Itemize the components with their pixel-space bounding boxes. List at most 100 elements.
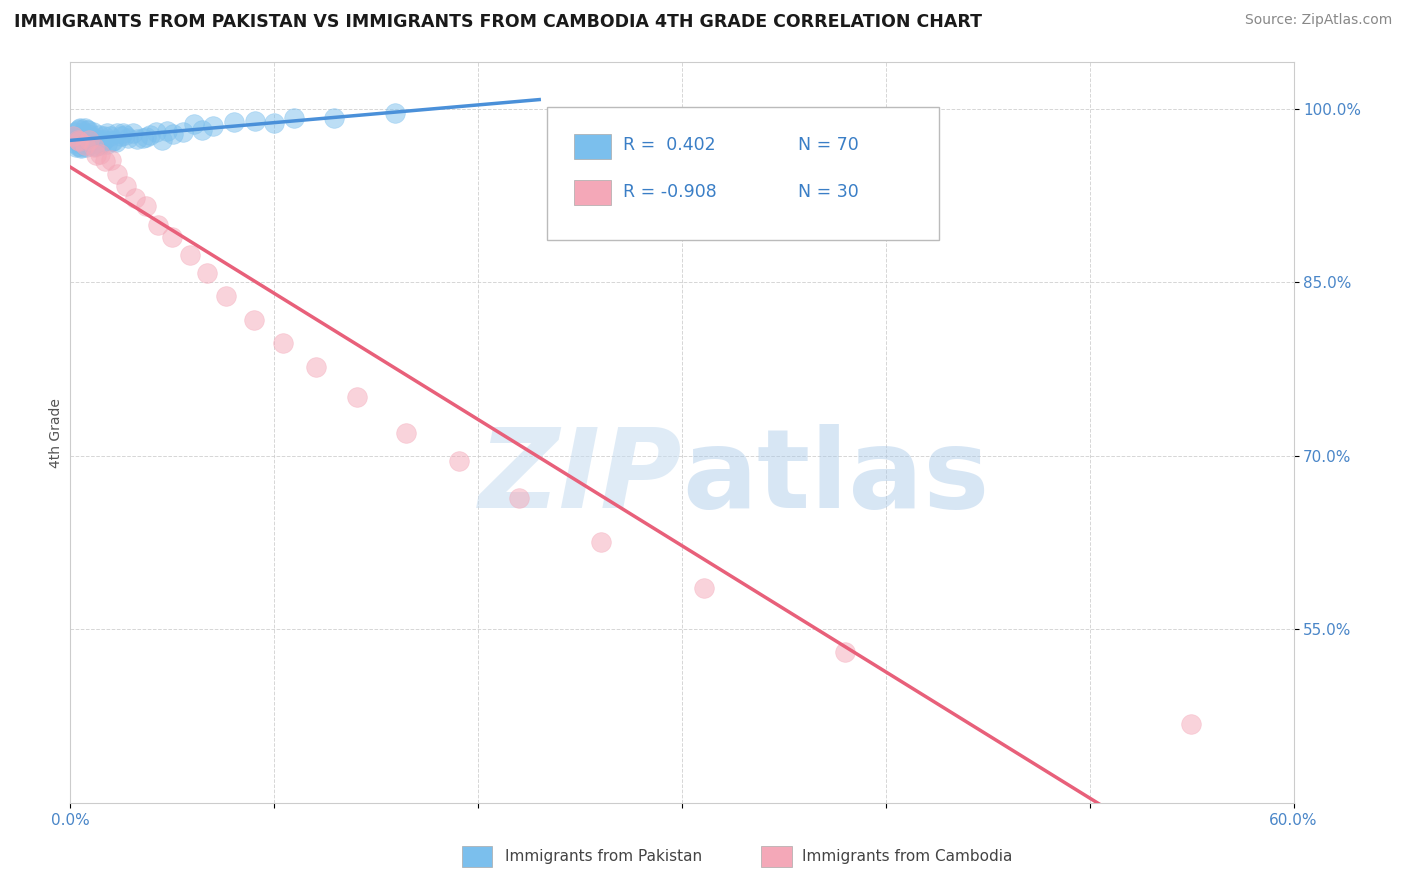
Point — [89, 147, 111, 161]
Point — [66, 132, 89, 146]
Point — [263, 116, 285, 130]
Point — [72, 130, 94, 145]
Point — [80, 131, 103, 145]
Point — [145, 125, 167, 139]
Point — [76, 123, 98, 137]
Point — [94, 154, 117, 169]
Point — [101, 134, 124, 148]
Text: Source: ZipAtlas.com: Source: ZipAtlas.com — [1244, 13, 1392, 28]
Text: IMMIGRANTS FROM PAKISTAN VS IMMIGRANTS FROM CAMBODIA 4TH GRADE CORRELATION CHART: IMMIGRANTS FROM PAKISTAN VS IMMIGRANTS F… — [14, 13, 981, 31]
Point — [111, 126, 134, 140]
Point — [346, 391, 368, 405]
Point — [105, 126, 128, 140]
Point — [395, 426, 418, 441]
Point — [70, 140, 93, 154]
Point — [87, 128, 110, 142]
Point — [77, 123, 100, 137]
Point — [67, 134, 90, 148]
Point — [69, 141, 91, 155]
Text: Immigrants from Pakistan: Immigrants from Pakistan — [505, 849, 702, 864]
Point — [65, 140, 87, 154]
Point — [124, 191, 146, 205]
Point — [104, 135, 127, 149]
Point — [84, 148, 107, 162]
Point — [73, 137, 96, 152]
Text: Immigrants from Cambodia: Immigrants from Cambodia — [801, 849, 1012, 864]
Point — [834, 645, 856, 659]
Point — [215, 289, 238, 303]
Point — [243, 313, 266, 327]
Text: R = -0.908: R = -0.908 — [623, 183, 717, 201]
Point — [83, 131, 105, 145]
Point — [135, 130, 157, 145]
Point — [100, 153, 122, 168]
Point — [73, 137, 96, 152]
Point — [98, 128, 121, 143]
Point — [69, 132, 91, 146]
Point — [121, 127, 143, 141]
Point — [96, 126, 118, 140]
Point — [63, 125, 86, 139]
Point — [447, 454, 470, 468]
Y-axis label: 4th Grade: 4th Grade — [49, 398, 63, 467]
Point — [93, 128, 115, 143]
Point — [693, 582, 716, 596]
Point — [132, 131, 155, 145]
Point — [87, 132, 110, 146]
Point — [110, 129, 132, 144]
Point — [93, 133, 115, 147]
Point — [76, 127, 98, 141]
Point — [160, 229, 183, 244]
Point — [66, 130, 89, 145]
Point — [90, 136, 112, 150]
Point — [107, 167, 129, 181]
Point — [62, 129, 84, 144]
Point — [384, 106, 406, 120]
Point — [67, 121, 90, 136]
Text: atlas: atlas — [682, 424, 990, 531]
Point — [72, 128, 94, 142]
Point — [62, 129, 84, 144]
Point — [243, 114, 266, 128]
Point — [69, 130, 91, 145]
Point — [114, 128, 136, 143]
Bar — [461, 847, 492, 867]
Text: R =  0.402: R = 0.402 — [623, 136, 716, 154]
Point — [66, 138, 89, 153]
Point — [75, 130, 97, 145]
Point — [103, 134, 125, 148]
Point — [77, 132, 100, 146]
Point — [77, 136, 100, 150]
Point — [195, 266, 218, 280]
Text: ZIP: ZIP — [478, 424, 682, 531]
Point — [156, 124, 179, 138]
Point — [75, 140, 97, 154]
Bar — [762, 847, 792, 867]
Point — [80, 133, 103, 147]
Point — [148, 218, 170, 232]
Point — [191, 122, 214, 136]
FancyBboxPatch shape — [547, 107, 939, 240]
Point — [83, 138, 105, 153]
Point — [222, 115, 245, 129]
Point — [73, 120, 96, 135]
Point — [67, 123, 90, 137]
Point — [62, 136, 84, 150]
Point — [183, 118, 205, 132]
Point — [89, 138, 111, 153]
Bar — [574, 180, 612, 205]
Point — [84, 138, 107, 153]
Point — [1180, 717, 1202, 731]
Point — [508, 491, 530, 505]
Point — [69, 120, 91, 135]
Point — [323, 111, 346, 125]
Point — [65, 133, 87, 147]
Point — [135, 199, 157, 213]
Text: N = 30: N = 30 — [799, 183, 859, 201]
Point — [127, 132, 149, 146]
Point — [63, 133, 86, 147]
Point — [114, 178, 136, 193]
Point — [79, 137, 101, 152]
Point — [117, 131, 139, 145]
Point — [77, 133, 100, 147]
